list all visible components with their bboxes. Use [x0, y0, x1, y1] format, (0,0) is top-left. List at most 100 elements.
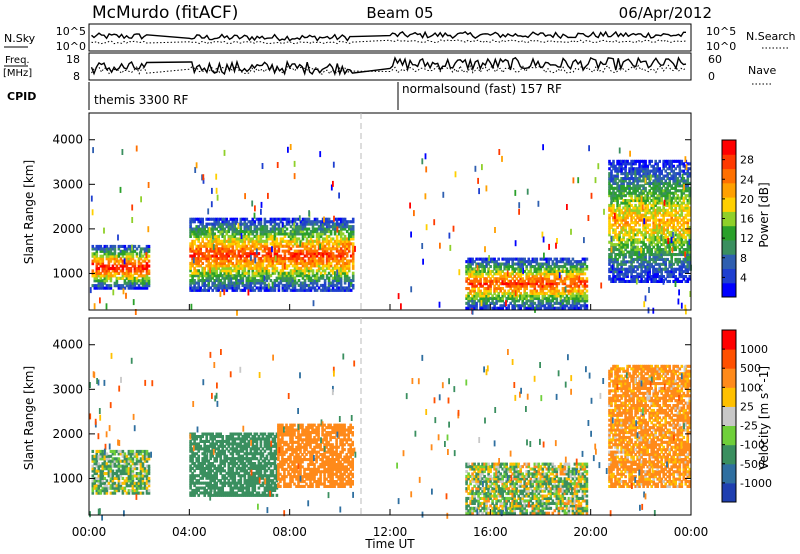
power-cell: [191, 242, 194, 246]
power-cell: [101, 279, 105, 283]
power-cell: [575, 277, 579, 281]
power-cell: [646, 181, 649, 185]
power-cell: [291, 254, 295, 258]
power-cell: [209, 257, 212, 261]
power-cell: [628, 201, 631, 205]
power-cell: [525, 282, 528, 286]
power-cell: [205, 230, 208, 234]
power-cell: [351, 271, 355, 275]
power-cell: [213, 217, 216, 221]
power-cell: [123, 252, 127, 256]
power-cell: [287, 222, 291, 226]
power-cell: [261, 227, 265, 231]
power-cell: [133, 279, 137, 283]
power-cell: [632, 199, 635, 203]
power-cell: [231, 232, 235, 236]
power-cell: [567, 269, 571, 273]
power-cell: [277, 244, 281, 248]
power-cell: [253, 222, 257, 226]
power-cell: [684, 172, 688, 176]
power-cell: [221, 247, 224, 251]
power-cell: [652, 253, 655, 257]
power-cell: [469, 279, 472, 283]
power-cell: [666, 191, 669, 195]
power-cell: [672, 275, 675, 279]
power-cell: [195, 269, 198, 273]
power-cell: [273, 264, 277, 268]
power-cell: [335, 237, 339, 241]
power-cell: [313, 249, 317, 253]
power-cell: [467, 260, 470, 264]
power-noise: [564, 286, 567, 293]
power-cell: [241, 281, 245, 285]
power-cell: [475, 272, 478, 276]
power-noise: [425, 224, 428, 231]
power-cell: [339, 217, 343, 221]
power-cell: [193, 281, 196, 285]
power-cell: [283, 279, 287, 283]
power-cell: [656, 272, 659, 276]
power-cell: [634, 238, 637, 242]
power-cell: [688, 248, 692, 252]
power-cell: [640, 184, 643, 188]
power-cell: [305, 242, 309, 246]
power-cell: [648, 250, 651, 254]
power-cell: [351, 230, 355, 234]
power-cell: [499, 296, 502, 300]
power-cell: [674, 218, 677, 222]
power-cell: [618, 253, 621, 257]
power-cell: [569, 287, 573, 291]
power-noise: [485, 185, 488, 192]
power-cell: [658, 238, 661, 242]
power-cell: [341, 237, 345, 241]
power-cell: [654, 189, 657, 193]
power-cell: [672, 262, 675, 266]
power-cell: [688, 162, 692, 166]
power-cell: [477, 294, 480, 298]
power-cell: [211, 274, 214, 278]
power-cell: [205, 247, 208, 251]
power-cell: [193, 254, 196, 258]
power-cell: [583, 291, 587, 295]
power-cell: [313, 257, 317, 261]
power-cell: [237, 261, 241, 265]
power-cell: [141, 254, 145, 258]
power-cell: [638, 257, 641, 261]
power-cell: [253, 234, 257, 238]
power-cell: [95, 247, 99, 251]
power-cell: [608, 167, 611, 171]
power-cell: [632, 169, 635, 173]
power-cell: [513, 301, 516, 305]
power-cell: [239, 288, 243, 292]
power-cell: [573, 296, 577, 300]
power-cell: [263, 230, 267, 234]
power-cell: [501, 306, 504, 310]
power-cell: [656, 218, 659, 222]
power-cell: [664, 164, 667, 168]
power-cell: [129, 254, 133, 258]
power-cell: [636, 230, 639, 234]
power-cell: [497, 265, 500, 269]
power-cell: [337, 217, 341, 221]
power-cell: [217, 286, 220, 290]
power-cell: [652, 218, 655, 222]
power-cell: [650, 159, 653, 163]
power-cell: [682, 262, 686, 266]
power-cell: [279, 239, 283, 243]
power-cell: [229, 259, 233, 263]
power-cell: [289, 239, 293, 243]
power-cell: [557, 291, 561, 295]
power-cell: [199, 288, 202, 292]
power-cell: [487, 291, 490, 295]
power-cell: [467, 282, 470, 286]
power-cell: [541, 294, 545, 298]
power-cell: [331, 276, 335, 280]
power-cell: [339, 249, 343, 253]
power-noise: [91, 209, 94, 216]
power-cell: [227, 283, 231, 287]
power-cell: [608, 203, 611, 207]
power-cell: [654, 221, 657, 225]
power-cell: [143, 252, 147, 256]
power-cell: [521, 260, 524, 264]
power-cell: [277, 259, 281, 263]
